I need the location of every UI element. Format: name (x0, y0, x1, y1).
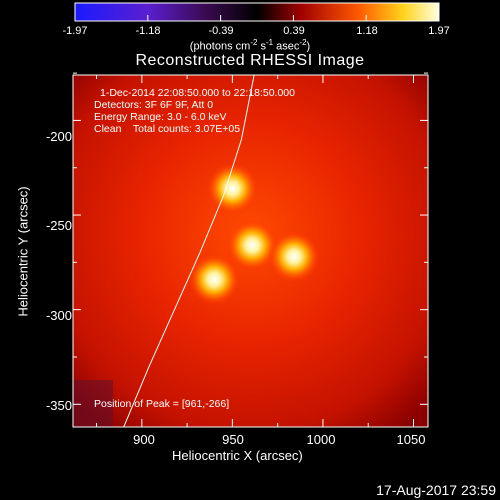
emission-source (267, 230, 320, 283)
heatmap-corner-shadow (73, 380, 113, 427)
footer-timestamp: 17-Aug-2017 23:59 (376, 482, 496, 498)
emission-source (188, 253, 241, 306)
colorbar-tick-label: 0.39 (283, 25, 305, 37)
colorbar-tick-label: 1.97 (428, 25, 450, 37)
x-tick-label: 1050 (396, 432, 426, 447)
chart-title: Reconstructed RHESSI Image (135, 52, 365, 69)
limb-arc (123, 75, 255, 427)
colorbar-tick-label: -1.97 (62, 25, 88, 37)
colorbar-gradient (74, 2, 440, 22)
colorbar (74, 2, 440, 22)
obs-time-range: 1-Dec-2014 22:08:50.000 to 22:18:50.000 (100, 87, 295, 99)
colorbar-units: (photons cm-2 s-1 asec-2) (189, 38, 311, 53)
colorbar-tick-label: 1.18 (356, 25, 378, 37)
emission-source (226, 219, 279, 272)
x-tick-label: 900 (133, 432, 155, 447)
clean-counts-info: Clean Total counts: 3.07E+05 (94, 123, 241, 135)
colorbar-ticks (74, 15, 440, 21)
y-tick-label: -300 (45, 308, 72, 323)
x-axis-label: Heliocentric X (arcsec) (172, 448, 303, 463)
y-tick-label: -200 (45, 129, 72, 144)
energy-range-info: Energy Range: 3.0 - 6.0 keV (94, 111, 227, 123)
peak-position: Position of Peak = [961,-266] (94, 398, 230, 410)
y-tick-label: -250 (45, 218, 72, 233)
emission-source (206, 162, 259, 215)
y-tick-label: -350 (45, 398, 72, 413)
colorbar-tick-label: -1.18 (135, 25, 161, 37)
y-axis-label: Heliocentric Y (arcsec) (15, 186, 31, 317)
plot-frame (72, 74, 429, 428)
x-tick-label: 1000 (306, 432, 336, 447)
x-tick-label: 950 (222, 432, 244, 447)
axis-ticks (73, 72, 428, 427)
colorbar-tick-label: -0.39 (208, 25, 234, 37)
detectors-info: Detectors: 3F 6F 9F, Att 0 (94, 99, 214, 111)
